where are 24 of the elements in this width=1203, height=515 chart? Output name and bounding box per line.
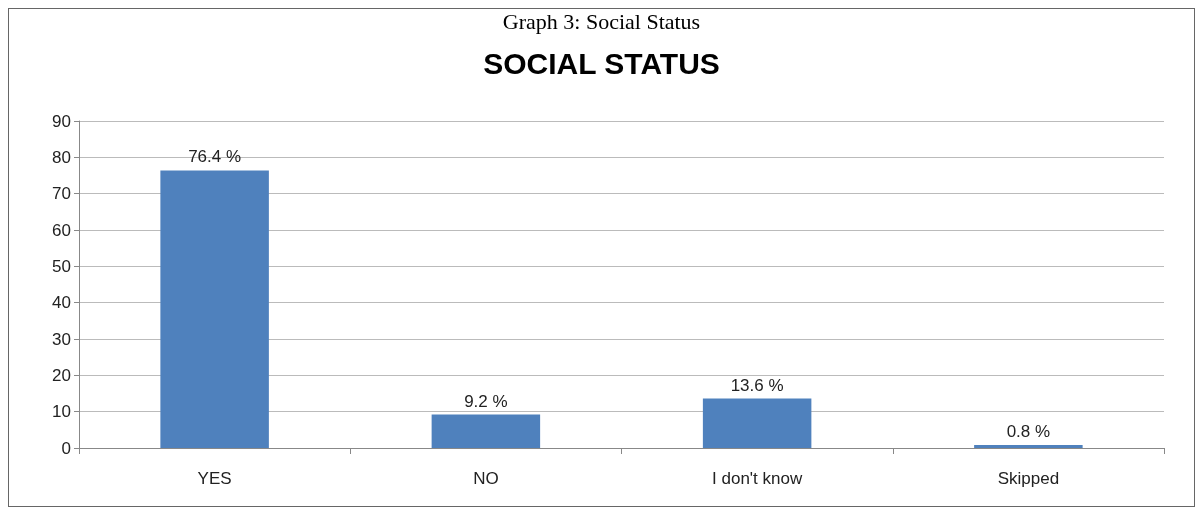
- chart-title: SOCIAL STATUS: [483, 46, 720, 80]
- data-label: 76.4 %: [188, 147, 242, 167]
- data-label: 0.8 %: [1006, 422, 1051, 442]
- data-label: 9.2 %: [464, 391, 508, 411]
- y-tick-label: 60: [52, 220, 71, 240]
- y-tick-label: 30: [52, 329, 71, 349]
- caption: Graph 3: Social Status: [502, 8, 701, 34]
- y-tick-label: 10: [52, 402, 71, 422]
- x-tick-label: I don't know: [712, 469, 803, 488]
- bar: [160, 170, 269, 448]
- y-tick-label: 80: [52, 147, 71, 167]
- data-label: 13.6 %: [730, 375, 784, 395]
- y-tick-label: 20: [52, 365, 71, 385]
- x-tick-label: Skipped: [997, 469, 1060, 488]
- y-tick-label: 0: [61, 438, 71, 458]
- bar: [974, 445, 1083, 448]
- x-tick-label: YES: [197, 469, 232, 488]
- x-tick-label: NO: [473, 469, 499, 488]
- y-tick-label: 50: [52, 256, 71, 276]
- bar: [702, 398, 812, 448]
- bar: [431, 414, 541, 448]
- y-tick-label: 70: [52, 184, 71, 204]
- y-tick-label: 40: [52, 293, 71, 313]
- y-tick-label: 90: [52, 111, 71, 131]
